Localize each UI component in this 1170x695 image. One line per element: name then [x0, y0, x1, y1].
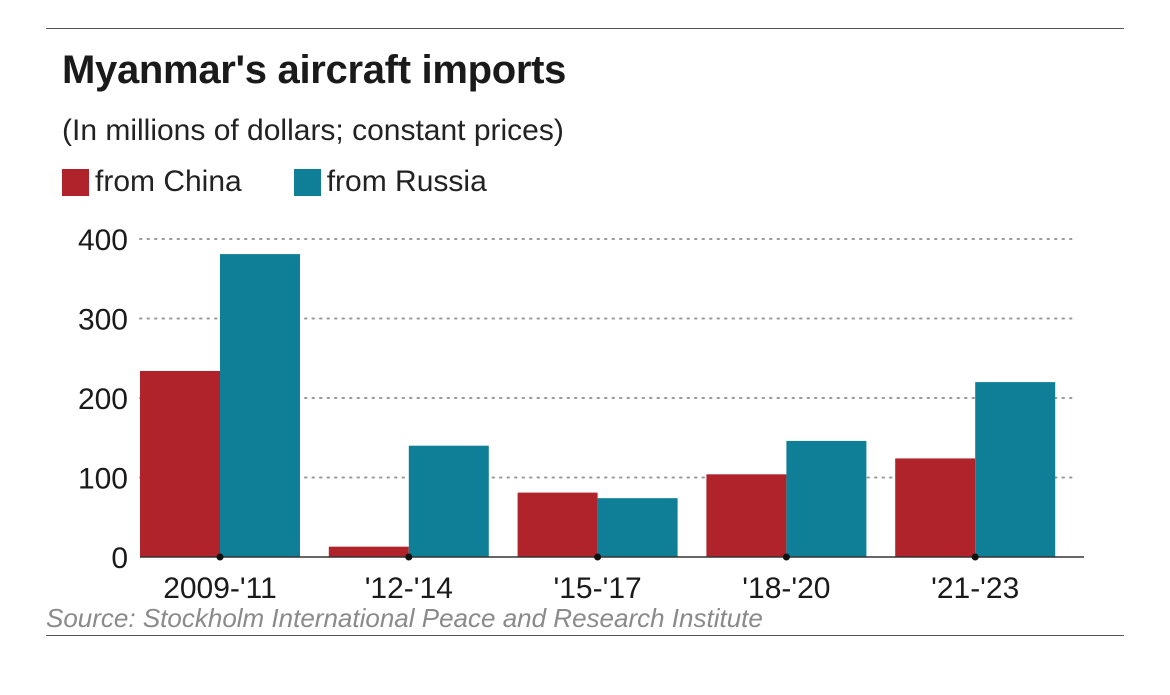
bottom-rule	[46, 635, 1124, 636]
bar-russia	[975, 382, 1056, 557]
source-note: Source: Stockholm International Peace an…	[46, 603, 763, 633]
chart-title: Myanmar's aircraft imports	[62, 48, 567, 92]
x-tick-mark	[971, 553, 979, 561]
chart-subtitle: (In millions of dollars; constant prices…	[62, 114, 564, 147]
bar-russia	[220, 254, 300, 558]
legend-label-china: from China	[95, 165, 242, 198]
bar-china	[140, 370, 220, 557]
legend-swatch-china	[62, 168, 89, 196]
legend-item-china: from China	[62, 165, 242, 199]
bar-china	[517, 492, 598, 557]
legend: from China from Russia	[62, 165, 539, 199]
x-tick-mark	[216, 553, 224, 561]
x-tick-mark	[594, 553, 602, 561]
bar-russia	[597, 498, 678, 557]
y-tick-label: 200	[78, 383, 128, 416]
y-tick-label: 300	[78, 304, 128, 337]
bar-china	[328, 546, 409, 557]
x-tick-mark	[782, 553, 790, 561]
legend-swatch-russia	[293, 168, 321, 196]
y-tick-label: 400	[78, 224, 128, 257]
bar-russia	[786, 440, 867, 557]
x-tick-label: '15-'17	[554, 572, 642, 605]
bar-china	[706, 474, 787, 557]
x-tick-mark	[405, 553, 413, 561]
bar-russia	[408, 445, 489, 557]
x-tick-label: '21-'23	[931, 572, 1019, 605]
x-tick-label: 2009-'11	[163, 572, 277, 605]
bar-china	[895, 458, 976, 557]
top-rule	[46, 28, 1124, 29]
x-tick-label: '18-'20	[742, 572, 830, 605]
legend-item-russia: from Russia	[293, 165, 487, 199]
legend-label-russia: from Russia	[326, 165, 487, 198]
y-tick-label: 0	[111, 542, 128, 575]
x-tick-label: '12-'14	[365, 572, 453, 605]
y-tick-label: 100	[78, 463, 128, 496]
